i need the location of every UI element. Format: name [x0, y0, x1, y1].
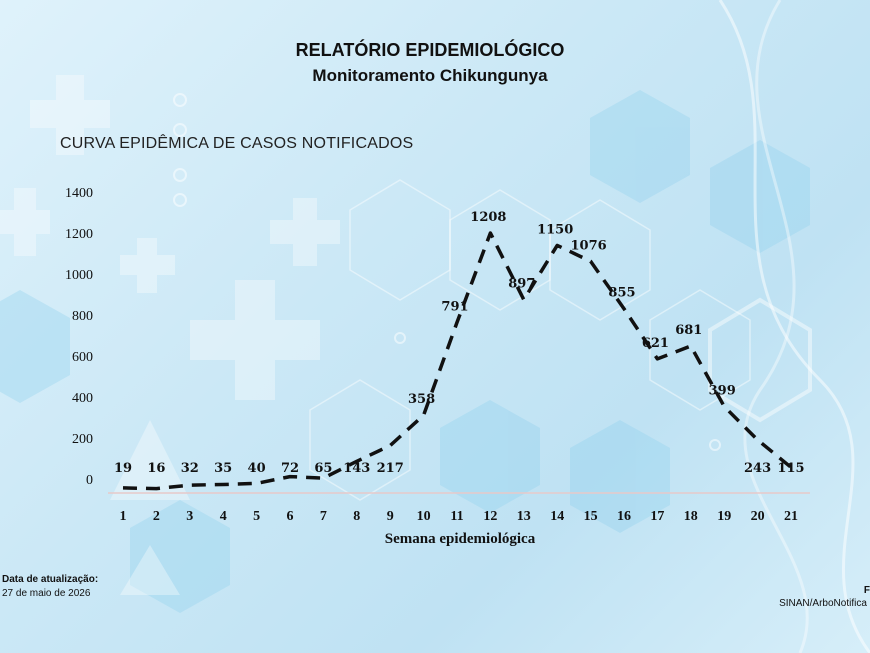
update-label: Data de atualização: [2, 574, 99, 585]
x-axis-ticks: 1 2 3 4 5 6 7 8 9 10 11 12 13 14 15 16 17 18 19 20 21 [120, 509, 799, 524]
x-tick-label: 2 [153, 509, 160, 524]
y-tick-label: 400 [72, 391, 93, 406]
y-tick-label: 600 [72, 350, 93, 365]
x-tick-label: 17 [650, 509, 664, 524]
update-date: 27 de maio de 2026 [2, 588, 91, 599]
x-tick-label: 19 [717, 509, 731, 524]
data-labels: 19 16 32 35 40 72 65 143 217 358 791 1208 897 1150107… [114, 210, 805, 476]
y-tick-label: 0 [86, 473, 93, 488]
x-tick-label: 18 [684, 509, 698, 524]
chart-heading: CURVA EPIDÊMICA DE CASOS NOTIFICADOS [60, 135, 414, 152]
data-label: 791 [441, 299, 468, 314]
y-axis-ticks: 0 200 400 600 800 1000 1200 1400 [65, 186, 93, 488]
x-tick-label: 3 [186, 509, 193, 524]
data-label: 681 [675, 323, 702, 338]
data-label: 16 [147, 461, 165, 476]
x-tick-label: 12 [483, 509, 497, 524]
y-tick-label: 1000 [65, 268, 93, 283]
data-label: 217 [377, 461, 404, 476]
report-subtitle: Monitoramento Chikungunya [312, 66, 548, 85]
x-tick-label: 11 [450, 509, 463, 524]
y-tick-label: 1200 [65, 227, 93, 242]
x-axis-label: Semana epidemiológica [385, 531, 536, 547]
x-tick-label: 14 [550, 509, 564, 524]
y-tick-label: 1400 [65, 186, 93, 201]
x-tick-label: 13 [517, 509, 531, 524]
data-label: 399 [709, 383, 736, 398]
x-tick-label: 1 [120, 509, 127, 524]
data-label: 72 [281, 461, 299, 476]
source-label: F [863, 585, 870, 596]
x-tick-label: 5 [253, 509, 260, 524]
x-tick-label: 8 [353, 509, 360, 524]
data-label: 40 [248, 461, 266, 476]
data-label: 621 [642, 336, 669, 351]
series-line [122, 231, 793, 491]
data-label: 855 [608, 286, 635, 301]
x-tick-label: 10 [417, 509, 431, 524]
data-label: 143 [343, 461, 370, 476]
x-tick-label: 6 [287, 509, 294, 524]
data-label: 1076 [571, 238, 607, 253]
y-tick-label: 200 [72, 432, 93, 447]
x-tick-label: 4 [220, 509, 227, 524]
data-label: 1150 [537, 222, 573, 237]
y-tick-label: 800 [72, 309, 93, 324]
x-tick-label: 16 [617, 509, 631, 524]
report-title: RELATÓRIO EPIDEMIOLÓGICO [295, 40, 565, 60]
x-tick-label: 9 [387, 509, 394, 524]
data-label: 19 [114, 461, 132, 476]
data-label: 243 [744, 461, 771, 476]
x-tick-label: 20 [751, 509, 765, 524]
data-label: 32 [181, 461, 199, 476]
data-label: 897 [508, 277, 535, 292]
x-tick-label: 15 [584, 509, 598, 524]
source-text: SINAN/ArboNotifica - [779, 598, 870, 609]
data-label: 1208 [470, 210, 506, 225]
x-tick-label: 7 [320, 509, 327, 524]
data-label: 115 [777, 461, 804, 476]
data-label: 35 [214, 461, 232, 476]
x-tick-label: 21 [784, 509, 798, 524]
data-label: 358 [408, 392, 435, 407]
data-label: 65 [314, 461, 332, 476]
